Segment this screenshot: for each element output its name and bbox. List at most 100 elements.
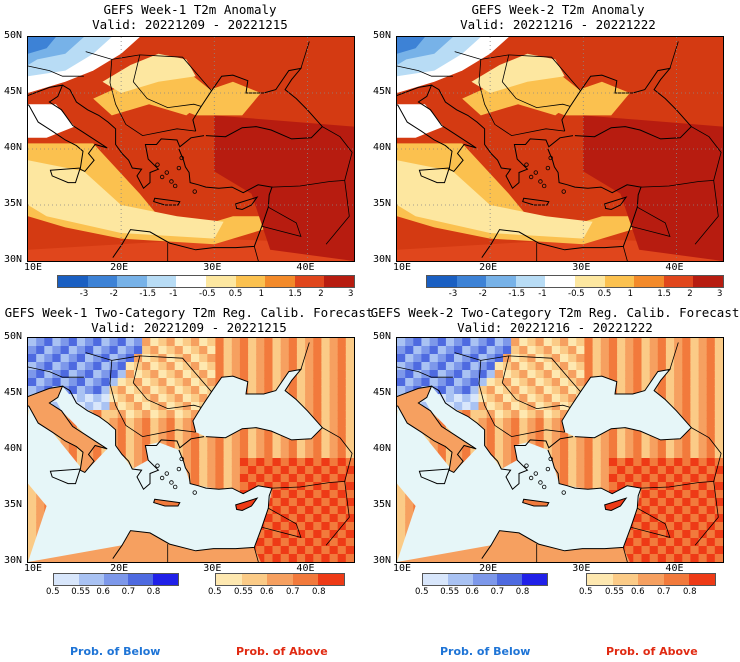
lat-tick-label: 50N <box>373 30 392 41</box>
colorbar-swatch <box>54 574 79 585</box>
colorbar-tick-label: 0.5 <box>579 587 593 597</box>
colorbar-swatch <box>456 276 487 287</box>
colorbar-swatch <box>103 574 129 585</box>
lon-tick-label: 10E <box>24 563 43 574</box>
colorbar-tick-label: 0.7 <box>286 587 300 597</box>
colorbar-swatch <box>545 276 575 287</box>
colorbar-swatch <box>205 276 236 287</box>
colorbar-swatch <box>235 276 266 287</box>
colorbar-tick-label: -1 <box>538 289 547 299</box>
colorbar-swatch <box>604 276 635 287</box>
lat-tick-label: 40N <box>4 142 23 153</box>
colorbar-swatch <box>638 574 664 585</box>
lat-tick-label: 30N <box>4 254 23 265</box>
lat-tick-label: 45N <box>373 86 392 97</box>
colorbar-tick-label: -0.5 <box>199 289 216 299</box>
anomaly-field <box>28 37 354 261</box>
colorbar-swatch <box>689 574 715 585</box>
probability-field <box>397 338 723 562</box>
colorbar-tick-label: 0.8 <box>515 587 530 597</box>
colorbar-swatch <box>146 276 177 287</box>
colorbar-tick-label: 0.55 <box>71 587 91 597</box>
anomaly-colorbar <box>426 275 724 288</box>
lat-tick-label: 45N <box>4 86 23 97</box>
lat-tick-label: 45N <box>4 387 23 398</box>
lon-tick-label: 20E <box>110 262 129 273</box>
colorbar-tick-label: 0.55 <box>440 587 460 597</box>
colorbar-tick-label: -1.5 <box>508 289 525 299</box>
lat-tick-label: 40N <box>373 142 392 153</box>
colorbar-swatch <box>318 574 344 585</box>
lat-tick-label: 30N <box>4 555 23 566</box>
colorbar-tick-label: 1.5 <box>657 289 671 299</box>
colorbar-swatch <box>294 276 325 287</box>
lat-tick-label: 40N <box>373 443 392 454</box>
lat-tick-label: 40N <box>4 443 23 454</box>
lon-tick-label: 20E <box>110 563 129 574</box>
panel-valid-dates: Valid: 20221216 - 20221222 <box>460 17 656 32</box>
colorbar-swatch <box>663 574 690 585</box>
colorbar-tick-label: 3 <box>348 289 354 299</box>
probability-map-week1 <box>27 337 355 563</box>
lat-tick-label: 35N <box>373 499 392 510</box>
prob-below-label: Prob. of Below <box>440 645 531 658</box>
probability-map-week2 <box>396 337 724 563</box>
colorbar-tick-label: 3 <box>717 289 723 299</box>
anomaly-colorbar <box>57 275 355 288</box>
colorbar-swatch <box>515 276 546 287</box>
colorbar-tick-label: 1.5 <box>288 289 302 299</box>
colorbar-swatch <box>324 276 354 287</box>
prob-above-label: Prob. of Above <box>606 645 698 658</box>
lat-tick-label: 45N <box>373 387 392 398</box>
prob-below-label: Prob. of Below <box>70 645 161 658</box>
lat-tick-label: 35N <box>4 198 23 209</box>
lat-tick-label: 50N <box>4 30 23 41</box>
colorbar-swatch <box>634 276 664 287</box>
lat-tick-label: 35N <box>4 499 23 510</box>
colorbar-swatch <box>447 574 473 585</box>
anomaly-map-week1 <box>27 36 355 262</box>
panel-title: GEFS Week-2 Two-Category T2m Reg. Calib.… <box>370 305 740 320</box>
colorbar-tick-label: 1 <box>627 289 634 299</box>
below-probability-colorbar <box>422 573 548 586</box>
colorbar-swatch <box>292 574 319 585</box>
panel-title: GEFS Week-1 Two-Category T2m Reg. Calib.… <box>4 305 374 320</box>
panel-valid-dates: Valid: 20221209 - 20221215 <box>91 320 287 335</box>
lat-tick-label: 35N <box>373 198 392 209</box>
probability-field <box>28 338 354 562</box>
lat-tick-label: 50N <box>373 331 392 342</box>
colorbar-tick-label: 0.7 <box>121 587 136 597</box>
panel-valid-dates: Valid: 20221209 - 20221215 <box>92 17 288 32</box>
colorbar-swatch <box>486 276 516 287</box>
below-probability-colorbar <box>53 573 179 586</box>
colorbar-tick-label: 0.6 <box>465 587 479 597</box>
colorbar-tick-label: -2 <box>478 289 488 299</box>
above-probability-colorbar <box>215 573 345 586</box>
colorbar-tick-label: 0.55 <box>234 587 253 597</box>
colorbar-swatch <box>522 574 547 585</box>
colorbar-swatch <box>153 574 178 585</box>
colorbar-tick-label: 1 <box>258 289 265 299</box>
colorbar-tick-label: -2 <box>109 289 119 299</box>
colorbar-swatch <box>117 276 147 287</box>
lon-tick-label: 40E <box>296 262 315 273</box>
lon-tick-label: 40E <box>665 563 684 574</box>
lon-tick-label: 30E <box>572 563 591 574</box>
colorbar-tick-label: -1 <box>169 289 178 299</box>
anomaly-field <box>397 37 723 261</box>
colorbar-tick-label: 0.8 <box>683 587 697 597</box>
colorbar-tick-label: -3 <box>448 289 458 299</box>
colorbar-tick-label: 0.6 <box>631 587 645 597</box>
colorbar-tick-label: 0.5 <box>208 587 222 597</box>
lon-tick-label: 10E <box>393 262 412 273</box>
lon-tick-label: 40E <box>296 563 315 574</box>
colorbar-tick-label: -3 <box>79 289 89 299</box>
colorbar-swatch <box>693 276 723 287</box>
colorbar-swatch <box>497 574 523 585</box>
colorbar-swatch <box>128 574 154 585</box>
colorbar-swatch <box>663 276 694 287</box>
panel-valid-dates: Valid: 20221216 - 20221222 <box>457 320 653 335</box>
lon-tick-label: 40E <box>665 262 684 273</box>
panel-title: GEFS Week-2 T2m Anomaly <box>471 2 645 17</box>
lon-tick-label: 20E <box>479 262 498 273</box>
